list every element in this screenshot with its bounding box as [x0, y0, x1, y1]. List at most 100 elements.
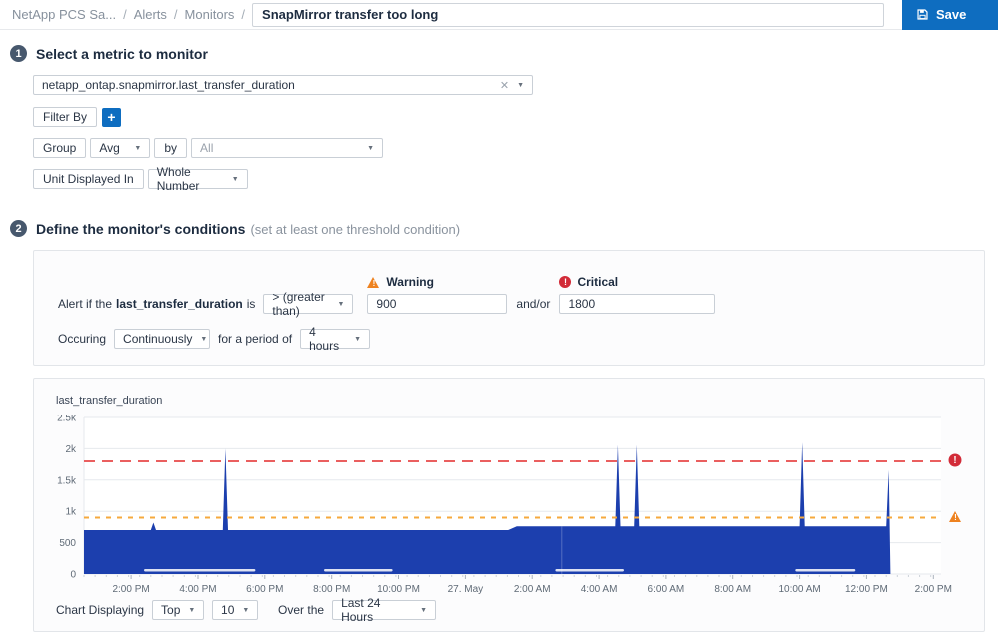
svg-text:2:00 AM: 2:00 AM: [514, 584, 551, 595]
svg-text:6:00 AM: 6:00 AM: [648, 584, 685, 595]
unit-select[interactable]: Whole Number ▼: [148, 169, 248, 189]
top-select[interactable]: Top ▼: [152, 600, 204, 620]
save-button[interactable]: Save: [902, 0, 998, 30]
step1-title: Select a metric to monitor: [36, 46, 208, 62]
group-function-value: Avg: [99, 141, 119, 155]
group-function-select[interactable]: Avg ▼: [90, 138, 150, 158]
period-value: 4 hours: [309, 325, 346, 353]
alert-metric-name: last_transfer_duration: [116, 297, 243, 311]
breadcrumb: NetApp PCS Sa... / Alerts / Monitors /: [12, 7, 252, 22]
operator-select[interactable]: > (greater than) ▼: [263, 294, 353, 314]
period-label: for a period of: [218, 332, 292, 346]
chevron-down-icon: ▼: [242, 607, 249, 614]
chevron-down-icon: ▼: [367, 145, 374, 152]
chevron-down-icon: ▼: [200, 336, 207, 343]
critical-icon: !: [559, 276, 571, 288]
chevron-down-icon: ▼: [337, 301, 344, 308]
svg-text:8:00 AM: 8:00 AM: [714, 584, 751, 595]
monitor-editor: 1 Select a metric to monitor netapp_onta…: [0, 45, 998, 632]
breadcrumb-item-monitors[interactable]: Monitors: [185, 7, 235, 22]
save-icon: [916, 8, 929, 21]
metric-select-value: netapp_ontap.snapmirror.last_transfer_du…: [42, 78, 492, 92]
svg-text:12:00 PM: 12:00 PM: [845, 584, 888, 595]
breadcrumb-separator: /: [174, 7, 178, 22]
add-filter-button[interactable]: +: [102, 108, 121, 127]
chevron-down-icon: ▼: [517, 82, 524, 89]
step2-header: 2 Define the monitor's conditions(set at…: [10, 220, 998, 237]
occurrence-select[interactable]: Continuously ▼: [114, 329, 210, 349]
conditions-panel: Alert if the last_transfer_duration is >…: [33, 250, 985, 366]
monitor-title-input[interactable]: [252, 3, 884, 27]
over-the-label: Over the: [278, 603, 324, 617]
step2-title: Define the monitor's conditions(set at l…: [36, 221, 460, 237]
svg-text:27. May: 27. May: [448, 584, 484, 595]
breadcrumb-item-alerts[interactable]: Alerts: [134, 7, 167, 22]
critical-threshold-icon: !: [949, 454, 962, 467]
occurrence-value: Continuously: [123, 332, 192, 346]
unit-displayed-label: Unit Displayed In: [33, 169, 144, 189]
metric-select[interactable]: netapp_ontap.snapmirror.last_transfer_du…: [33, 75, 533, 95]
occuring-label: Occuring: [58, 332, 106, 346]
threshold-chart: 2.5k 2k 1.5k 1k 500 0 2:00 PM 4:00 PM 6:00 PM 8:0…: [34, 415, 974, 595]
svg-text:2k: 2k: [65, 444, 77, 455]
svg-text:500: 500: [59, 538, 76, 549]
count-value: 10: [221, 603, 234, 617]
save-button-label: Save: [936, 7, 966, 22]
svg-text:10:00 AM: 10:00 AM: [778, 584, 820, 595]
critical-threshold: ! Critical: [559, 275, 715, 314]
svg-text:6:00 PM: 6:00 PM: [246, 584, 283, 595]
svg-text:2:00 PM: 2:00 PM: [112, 584, 149, 595]
warning-icon: !: [367, 276, 380, 288]
alert-statement: Alert if the last_transfer_duration is: [58, 294, 255, 314]
andor-label: and/or: [516, 294, 550, 314]
svg-text:0: 0: [70, 570, 76, 581]
operator-value: > (greater than): [272, 290, 329, 318]
svg-text:1k: 1k: [65, 507, 77, 518]
period-select[interactable]: 4 hours ▼: [300, 329, 370, 349]
occurrence-row: Occuring Continuously ▼ for a period of …: [58, 329, 984, 349]
warning-threshold: ! Warning: [367, 275, 507, 314]
time-range-select[interactable]: Last 24 Hours ▼: [332, 600, 436, 620]
breadcrumb-item-root[interactable]: NetApp PCS Sa...: [12, 7, 116, 22]
svg-text:2:00 PM: 2:00 PM: [915, 584, 952, 595]
unit-value: Whole Number: [157, 165, 224, 193]
count-select[interactable]: 10 ▼: [212, 600, 258, 620]
threshold-condition-row: Alert if the last_transfer_duration is >…: [58, 275, 984, 314]
filter-by-label: Filter By: [33, 107, 97, 127]
chevron-down-icon: ▼: [232, 176, 239, 183]
svg-text:4:00 AM: 4:00 AM: [581, 584, 618, 595]
chevron-down-icon: ▼: [188, 607, 195, 614]
time-range-value: Last 24 Hours: [341, 596, 412, 624]
step1-header: 1 Select a metric to monitor: [10, 45, 998, 62]
breadcrumb-separator: /: [241, 7, 245, 22]
group-label: Group: [33, 138, 86, 158]
critical-label: ! Critical: [559, 275, 715, 289]
svg-text:4:00 PM: 4:00 PM: [179, 584, 216, 595]
group-by-select[interactable]: All ▼: [191, 138, 383, 158]
svg-text:10:00 PM: 10:00 PM: [377, 584, 420, 595]
chevron-down-icon: ▼: [354, 336, 361, 343]
chart-area: 2.5k 2k 1.5k 1k 500 0 2:00 PM 4:00 PM 6:00 PM 8:0…: [34, 415, 984, 595]
svg-text:8:00 PM: 8:00 PM: [313, 584, 350, 595]
warning-threshold-icon: !: [949, 510, 962, 522]
svg-text:1.5k: 1.5k: [57, 475, 77, 486]
chart-panel: last_transfer_duration 2.5k2k1.5k1k50002…: [33, 378, 985, 632]
step1-number-badge: 1: [10, 45, 27, 62]
chevron-down-icon: ▼: [420, 607, 427, 614]
warning-label: ! Warning: [367, 275, 507, 289]
chart-controls: Chart Displaying Top ▼ 10 ▼ Over the Las…: [56, 599, 984, 621]
plus-icon: +: [107, 110, 115, 124]
chevron-down-icon: ▼: [134, 145, 141, 152]
chart-displaying-label: Chart Displaying: [56, 603, 144, 617]
warning-threshold-input[interactable]: [367, 294, 507, 314]
svg-text:2.5k: 2.5k: [57, 415, 77, 424]
chart-title: last_transfer_duration: [56, 395, 984, 407]
step2-note: (set at least one threshold condition): [250, 222, 460, 237]
critical-threshold-input[interactable]: [559, 294, 715, 314]
clear-icon[interactable]: ✕: [500, 79, 509, 92]
step2-number-badge: 2: [10, 220, 27, 237]
by-label: by: [154, 138, 187, 158]
breadcrumb-separator: /: [123, 7, 127, 22]
top-value: Top: [161, 603, 180, 617]
header: NetApp PCS Sa... / Alerts / Monitors / S…: [0, 0, 998, 30]
